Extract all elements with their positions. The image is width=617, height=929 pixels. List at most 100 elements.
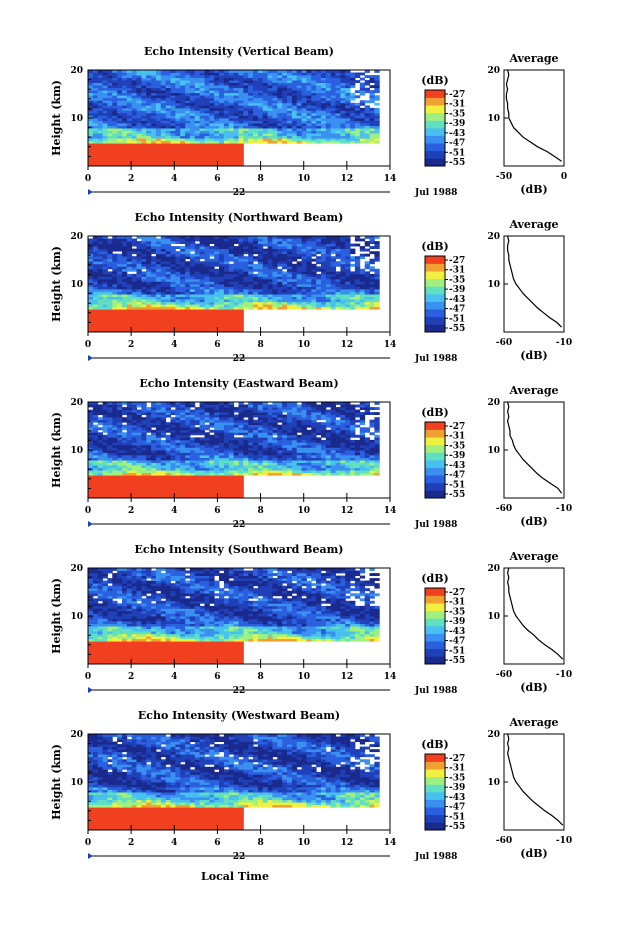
- heatmap-cell: [214, 115, 220, 119]
- heatmap-cell: [219, 123, 225, 126]
- heatmap-cell: [126, 110, 133, 114]
- heatmap-cell: [272, 120, 278, 124]
- heatmap-cell: [165, 246, 171, 249]
- heatmap-cell: [194, 243, 201, 247]
- heatmap-cell: [107, 133, 113, 137]
- heatmap-cell: [209, 155, 215, 159]
- heatmap-cell: [219, 153, 225, 157]
- heatmap-cell: [189, 77, 196, 81]
- heatmap-cell: [126, 472, 133, 476]
- heatmap-cell: [122, 246, 128, 249]
- heatmap-cell: [170, 155, 176, 159]
- heatmap-cell: [122, 153, 128, 157]
- heatmap-cell: [107, 123, 113, 126]
- heatmap-cell: [257, 95, 264, 99]
- heatmap-cell: [301, 299, 307, 303]
- heatmap-cell: [199, 95, 205, 99]
- heatmap-cell: [131, 437, 137, 441]
- heatmap-cell: [189, 105, 196, 109]
- heatmap-cell: [92, 294, 99, 297]
- heatmap-cell: [223, 306, 230, 310]
- heatmap-cell: [262, 138, 268, 142]
- heatmap-cell: [374, 125, 380, 129]
- heatmap-cell: [291, 97, 298, 101]
- heatmap-cell: [199, 311, 205, 315]
- heatmap-cell: [180, 85, 186, 89]
- heatmap-cell: [141, 495, 147, 499]
- heatmap-cell: [257, 110, 264, 114]
- heatmap-cell: [122, 75, 128, 78]
- heatmap-cell: [175, 251, 181, 255]
- heatmap-cell: [243, 286, 249, 290]
- heatmap-cell: [146, 112, 152, 116]
- heatmap-cell: [151, 118, 157, 121]
- heatmap-cell: [122, 480, 128, 484]
- heatmap-cell: [301, 241, 307, 244]
- heatmap-cell: [126, 284, 133, 287]
- heatmap-cell: [180, 281, 186, 285]
- heatmap-cell: [102, 439, 108, 443]
- heatmap-cell: [112, 266, 118, 270]
- heatmap-cell: [97, 130, 103, 134]
- heatmap-cell: [175, 125, 181, 129]
- heatmap-cell: [170, 160, 176, 164]
- heatmap-cell: [102, 492, 108, 496]
- heatmap-cell: [204, 291, 210, 295]
- heatmap-cell: [238, 123, 244, 126]
- heatmap-cell: [214, 286, 220, 290]
- heatmap-cell: [209, 309, 215, 313]
- heatmap-cell: [262, 80, 268, 83]
- heatmap-cell: [330, 278, 336, 282]
- heatmap-cell: [151, 294, 157, 297]
- heatmap-cell: [321, 102, 327, 106]
- heatmap-cell: [369, 80, 375, 83]
- heatmap-cell: [311, 246, 317, 249]
- heatmap-cell: [369, 110, 375, 114]
- heatmap-cell: [199, 153, 205, 157]
- heatmap-cell: [219, 276, 225, 280]
- heatmap-cell: [194, 95, 201, 99]
- heatmap-cell: [88, 256, 94, 260]
- heatmap-cell: [233, 143, 239, 147]
- heatmap-cell: [131, 135, 137, 139]
- heatmap-cell: [131, 319, 137, 323]
- heatmap-cell: [141, 296, 147, 300]
- heatmap-cell: [204, 102, 210, 106]
- heatmap-cell: [199, 128, 205, 131]
- heatmap-cell: [243, 276, 249, 280]
- heatmap-cell: [165, 70, 171, 73]
- heatmap-cell: [180, 123, 186, 126]
- heatmap-cell: [209, 128, 215, 131]
- heatmap-cell: [102, 434, 108, 438]
- heatmap-cell: [141, 263, 147, 267]
- heatmap-cell: [131, 457, 137, 461]
- panel-title: Echo Intensity (Vertical Beam): [144, 45, 334, 58]
- heatmap-cell: [223, 112, 230, 116]
- heatmap-cell: [219, 311, 225, 315]
- heatmap-cell: [102, 429, 108, 433]
- heatmap-cell: [117, 153, 123, 157]
- heatmap-cell: [257, 261, 264, 265]
- heatmap-cell: [374, 95, 380, 99]
- heatmap-cell: [155, 482, 162, 486]
- heatmap-cell: [102, 258, 108, 262]
- heatmap-cell: [112, 123, 118, 126]
- heatmap-cell: [97, 97, 103, 101]
- heatmap-cell: [122, 306, 128, 310]
- heatmap-cell: [194, 439, 201, 443]
- heatmap-cell: [92, 470, 99, 474]
- heatmap-cell: [223, 140, 230, 144]
- heatmap-cell: [335, 135, 341, 139]
- heatmap-cell: [277, 75, 283, 78]
- heatmap-cell: [369, 289, 375, 292]
- heatmap-cell: [170, 314, 176, 318]
- heatmap-cell: [296, 90, 302, 94]
- heatmap-cell: [233, 273, 239, 277]
- heatmap-cell: [325, 268, 332, 272]
- heatmap-cell: [257, 77, 264, 81]
- heatmap-cell: [189, 145, 196, 149]
- heatmap-cell: [354, 107, 361, 111]
- heatmap-cell: [136, 404, 142, 408]
- heatmap-cell: [257, 246, 264, 249]
- heatmap-cell: [185, 77, 191, 81]
